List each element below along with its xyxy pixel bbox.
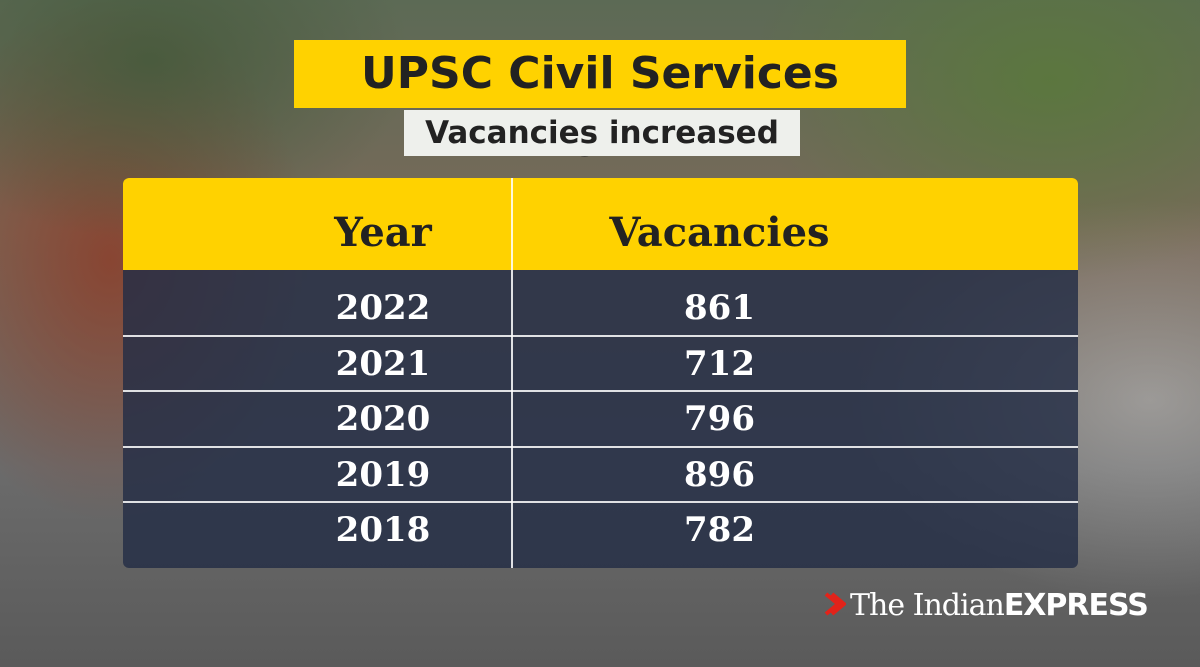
table-cell: 2018 bbox=[335, 510, 431, 550]
table-cell: 796 bbox=[684, 399, 755, 439]
row-separator bbox=[123, 390, 1078, 392]
header-row: Year Vacancies bbox=[123, 178, 1078, 270]
column-divider bbox=[511, 178, 513, 568]
table: Year Vacancies 2022 861 2021 712 2020 796 2019… bbox=[123, 178, 1078, 568]
table-row: 2022 861 bbox=[123, 280, 1078, 335]
table-cell: 2021 bbox=[335, 343, 431, 384]
row-separator bbox=[123, 334, 1078, 337]
table-row: 2021 712 bbox=[123, 336, 1078, 391]
brand-icon bbox=[824, 592, 846, 616]
row-separator bbox=[123, 501, 1078, 503]
table-cell: 712 bbox=[684, 343, 755, 384]
brand: The Indian EXPRESS bbox=[822, 585, 1149, 625]
column-header: Year bbox=[334, 209, 432, 256]
table-cell: 2022 bbox=[335, 288, 431, 328]
brand-prefix: The Indian bbox=[850, 587, 1005, 623]
row-separator bbox=[123, 445, 1078, 448]
title: UPSC Civil Services 2022 bbox=[294, 40, 906, 167]
subtitle: Vacancies increased bbox=[404, 110, 800, 156]
table-cell: 2019 bbox=[335, 454, 431, 495]
table-row: 2019 896 bbox=[123, 447, 1078, 502]
table-row: 2018 782 bbox=[123, 502, 1078, 557]
table-cell: 896 bbox=[684, 454, 755, 495]
table-cell: 861 bbox=[684, 288, 755, 328]
table-row: 2020 796 bbox=[123, 391, 1078, 446]
column-header: Vacancies bbox=[609, 209, 830, 256]
brand-name: EXPRESS bbox=[1003, 587, 1149, 623]
table-cell: 782 bbox=[684, 510, 755, 550]
table-cell: 2020 bbox=[335, 399, 431, 439]
